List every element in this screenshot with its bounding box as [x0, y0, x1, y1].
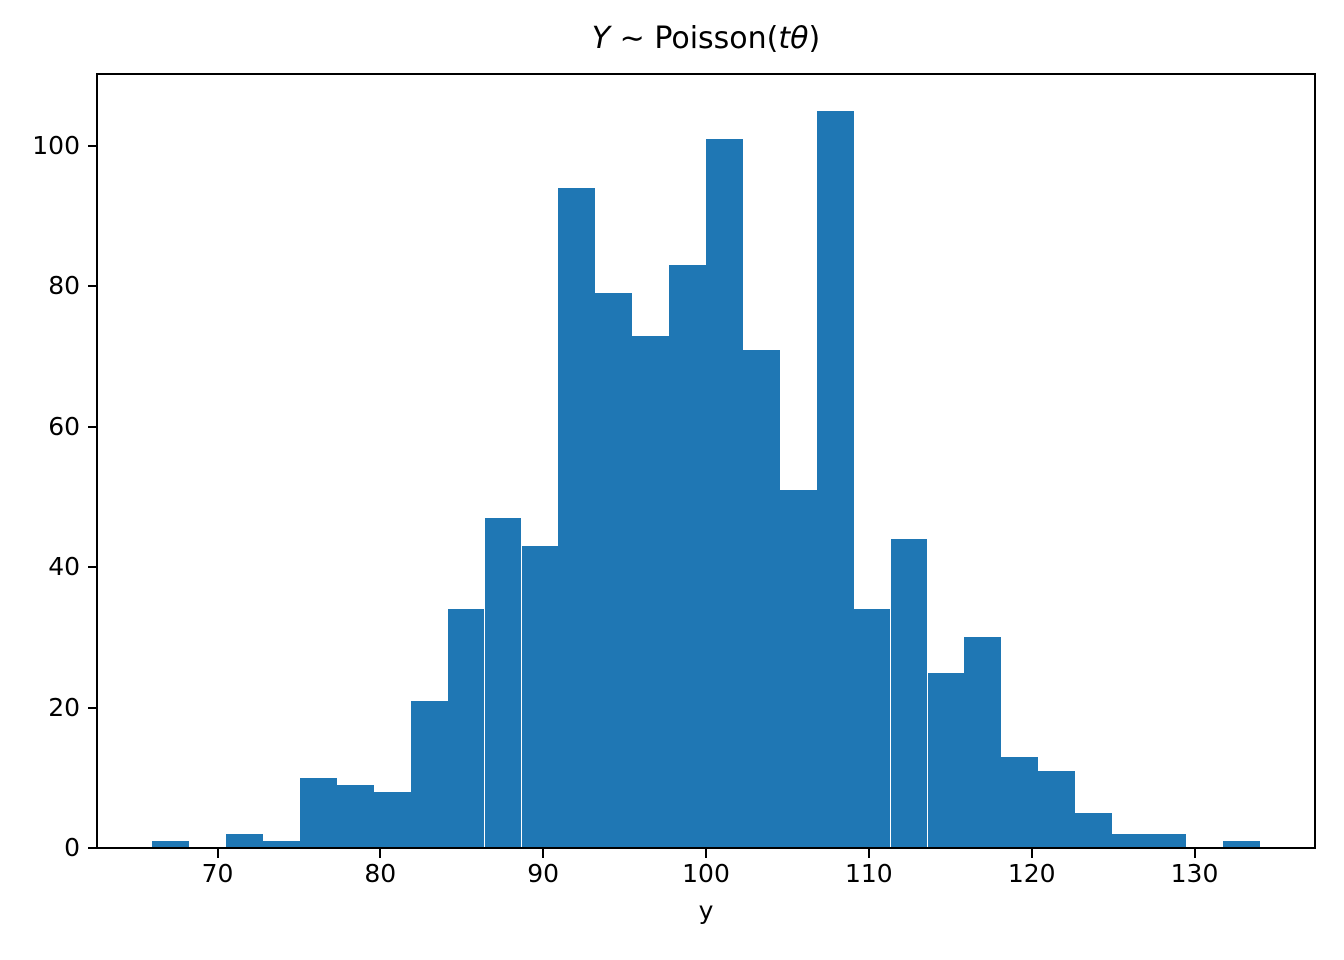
y-axis-tick-label: 0 [64, 833, 80, 862]
y-axis-tick-label: 100 [32, 131, 80, 160]
axis-spine-left [96, 73, 98, 849]
x-axis-label: y [698, 896, 714, 925]
plot-area [97, 74, 1315, 848]
y-axis-tick-label: 40 [48, 552, 80, 582]
x-axis-tick-label: 70 [201, 859, 234, 888]
histogram-bar [742, 349, 780, 848]
x-axis-tick-label: 100 [682, 859, 730, 888]
x-axis-tick [705, 849, 707, 858]
title-text-segment: ∼ Poisson( [610, 21, 779, 56]
histogram-bar [1148, 834, 1186, 848]
histogram-bar [226, 834, 264, 848]
y-axis-tick-label: 20 [48, 692, 80, 722]
y-axis-tick-label: 60 [48, 411, 80, 441]
histogram-bar [816, 110, 854, 848]
axis-spine-right [1314, 73, 1316, 849]
histogram-bar [595, 293, 633, 848]
y-axis-tick [88, 566, 97, 569]
y-axis-tick [88, 425, 97, 428]
y-axis-tick [88, 847, 97, 849]
x-axis-tick [379, 849, 382, 858]
x-axis-tick-label: 90 [527, 859, 560, 888]
histogram-bar [263, 841, 300, 848]
histogram-bar [706, 138, 743, 848]
y-axis-tick [88, 706, 97, 709]
x-axis-tick [1193, 849, 1196, 858]
title-text-segment: ) [808, 21, 821, 56]
histogram-bar [1001, 756, 1039, 848]
x-axis-tick [867, 849, 870, 858]
chart-title: Y ∼ Poisson(tθ) [97, 22, 1315, 56]
title-math-segment: tθ [778, 21, 809, 56]
y-axis-tick-label: 80 [48, 271, 80, 301]
histogram-bar [484, 518, 522, 848]
histogram-bar [1222, 841, 1260, 848]
histogram-bar [927, 672, 965, 848]
axis-spine-bottom [96, 847, 1316, 849]
x-axis-tick-label: 120 [1007, 859, 1056, 888]
histogram-bar [669, 265, 706, 848]
axis-spine-top [96, 73, 1316, 75]
histogram-bar [336, 784, 374, 848]
x-axis-tick-label: 110 [844, 859, 893, 888]
histogram-bar [1112, 834, 1149, 848]
histogram-bar [410, 700, 448, 848]
histogram-bar [779, 490, 817, 848]
histogram-bar [521, 546, 559, 848]
x-axis-tick [542, 849, 545, 858]
histogram-bar [558, 188, 596, 848]
x-axis-tick [1030, 849, 1033, 858]
y-axis-tick [88, 285, 97, 288]
histogram-bar [152, 841, 190, 848]
y-axis-tick [88, 145, 97, 147]
x-axis-tick [216, 849, 219, 858]
histogram-bar [890, 539, 928, 848]
title-math-segment: Y [591, 21, 611, 56]
histogram-bar [447, 609, 485, 848]
histogram-bar [300, 777, 337, 848]
histogram-bar [853, 609, 891, 848]
histogram-bar [964, 637, 1002, 848]
histogram-bar [632, 335, 670, 848]
x-axis-tick-label: 130 [1170, 859, 1219, 888]
histogram-bar [373, 791, 411, 848]
histogram-bar [1038, 770, 1076, 848]
x-axis-tick-label: 80 [364, 859, 397, 888]
histogram-bar [1075, 812, 1112, 848]
